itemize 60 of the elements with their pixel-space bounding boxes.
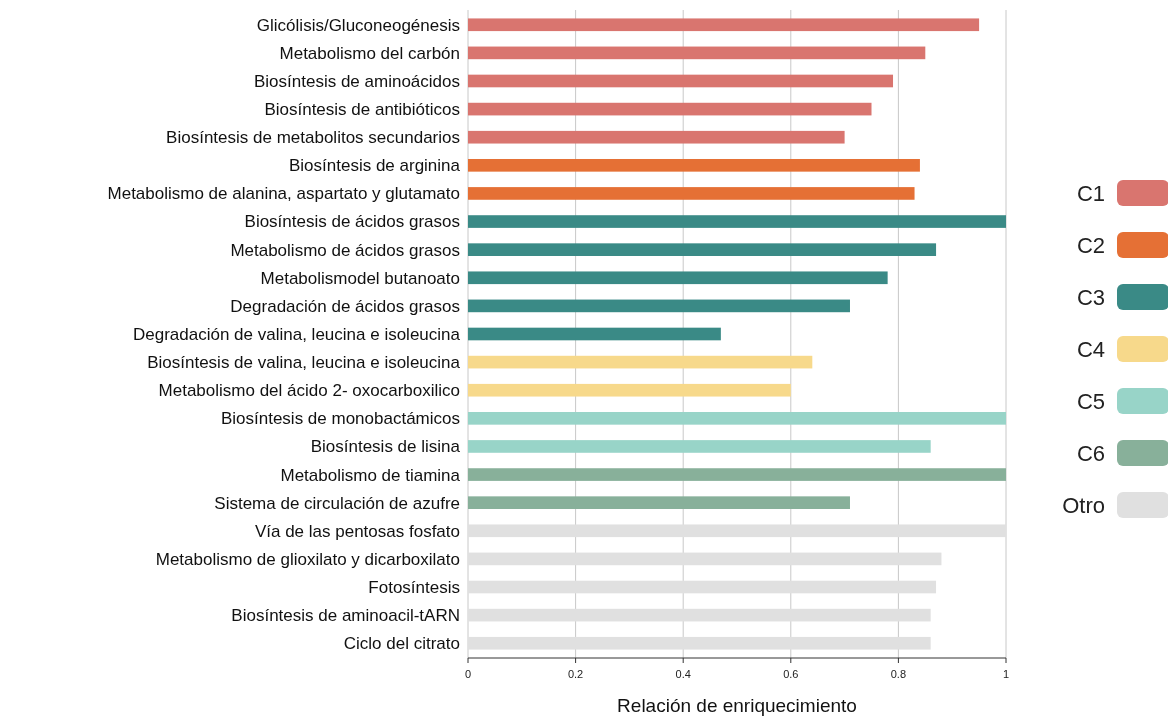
bar bbox=[468, 130, 845, 144]
x-axis-title: Relación de enriquecimiento bbox=[617, 695, 857, 716]
y-tick-label: Biosíntesis de aminoacil-tARN bbox=[231, 606, 460, 626]
y-tick-label: Metabolismo de ácidos grasos bbox=[230, 240, 460, 260]
legend-label: Otro bbox=[1062, 492, 1105, 518]
y-tick-label: Fotosíntesis bbox=[368, 577, 460, 597]
bar bbox=[468, 299, 850, 313]
y-tick-label: Ciclo del citrato bbox=[343, 634, 460, 654]
y-tick-label: Biosíntesis de antibióticos bbox=[264, 100, 460, 120]
y-tick-label: Biosíntesis de valina, leucina e isoleucina bbox=[147, 353, 461, 373]
y-tick-label: Biosíntesis de arginina bbox=[288, 156, 461, 176]
y-tick-label: Metabolismo del carbón bbox=[279, 43, 460, 63]
bar bbox=[468, 524, 1006, 538]
y-tick-label: Degradación de ácidos grasos bbox=[230, 296, 460, 316]
bar bbox=[468, 187, 915, 200]
bar bbox=[468, 355, 813, 369]
x-tick-label: 0.8 bbox=[890, 668, 907, 680]
y-tick-label: Biosíntesis de lisina bbox=[310, 437, 461, 457]
bar bbox=[468, 18, 980, 32]
y-tick-label: Metabolismo de tiamina bbox=[280, 465, 461, 485]
y-tick-label: Metabolismodel butanoato bbox=[260, 268, 460, 288]
y-tick-label: Metabolismo del ácido 2- oxocarboxilico bbox=[158, 381, 460, 401]
x-tick-label: 0.6 bbox=[783, 668, 799, 680]
bar bbox=[468, 468, 1006, 481]
legend-label: C2 bbox=[1076, 232, 1105, 258]
y-tick-label: Biosíntesis de aminoácidos bbox=[253, 71, 460, 91]
y-tick-label: Biosíntesis de metabolitos secundarios bbox=[166, 128, 460, 148]
x-tick-label: 0.2 bbox=[567, 668, 584, 680]
y-tick-label: Degradación de valina, leucina e isoleucina bbox=[133, 324, 461, 344]
bar bbox=[468, 46, 926, 60]
legend-label: C5 bbox=[1076, 388, 1105, 414]
y-tick-label: Vía de las pentosas fosfato bbox=[254, 521, 460, 541]
bar bbox=[468, 636, 931, 650]
legend-label: C6 bbox=[1076, 440, 1105, 466]
bar bbox=[468, 327, 721, 341]
bar bbox=[468, 243, 937, 256]
bar bbox=[468, 102, 872, 116]
bar bbox=[468, 552, 942, 566]
bar bbox=[468, 159, 920, 172]
bar bbox=[468, 412, 1006, 425]
legend-label: C3 bbox=[1076, 284, 1105, 310]
bar bbox=[468, 383, 791, 397]
bar bbox=[468, 440, 931, 453]
bar bbox=[468, 580, 937, 594]
y-tick-label: Biosíntesis de ácidos grasos bbox=[244, 212, 460, 232]
x-tick-label: 0 bbox=[464, 668, 472, 680]
x-tick-label: 0.4 bbox=[675, 668, 691, 680]
legend-label: C1 bbox=[1076, 180, 1105, 206]
y-tick-label: Metabolismo de alanina, aspartato y glutamato bbox=[107, 184, 460, 204]
y-tick-label: Biosíntesis de monobactámicos bbox=[220, 409, 460, 429]
y-tick-label: Glicólisis/Gluconeogénesis bbox=[256, 15, 460, 35]
y-tick-label: Metabolismo de glioxilato y dicarboxilato bbox=[155, 549, 460, 569]
x-tick-label: 1 bbox=[1002, 668, 1010, 680]
bar bbox=[468, 74, 894, 88]
y-tick-label: Sistema de circulación de azufre bbox=[214, 493, 460, 513]
legend-label: C4 bbox=[1076, 336, 1105, 362]
bar bbox=[468, 215, 1006, 228]
bar bbox=[468, 608, 931, 622]
bar bbox=[468, 496, 850, 509]
bar bbox=[468, 271, 888, 285]
